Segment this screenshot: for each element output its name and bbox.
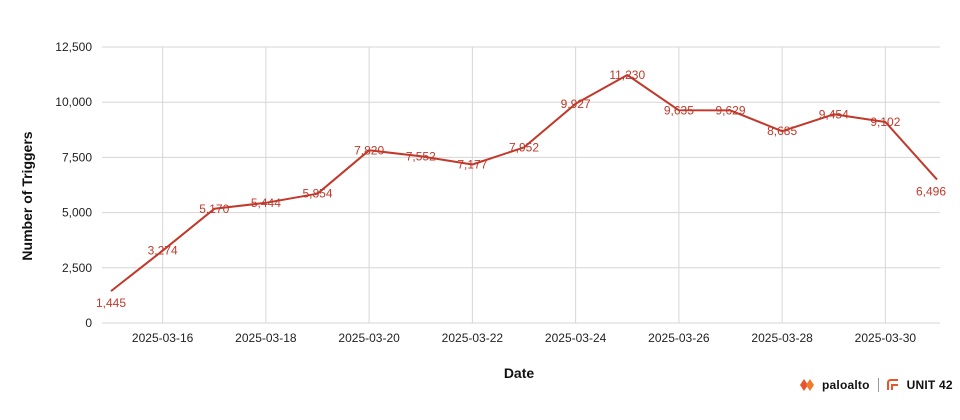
x-tick-label: 2025-03-30	[855, 331, 917, 345]
y-tick-label: 10,000	[55, 95, 92, 109]
paloalto-icon	[800, 379, 814, 391]
data-label: 9,927	[561, 97, 591, 111]
y-axis-title: Number of Triggers	[19, 131, 35, 260]
paloalto-wordmark: paloalto	[822, 378, 870, 392]
data-label: 11,230	[609, 68, 645, 82]
data-label: 5,854	[302, 187, 332, 201]
y-tick-labels: 0 2,500 5,000 7,500 10,000 12,500	[55, 40, 92, 330]
y-tick-label: 2,500	[62, 261, 92, 275]
x-tick-label: 2025-03-16	[132, 331, 194, 345]
unit42-wordmark: UNIT 42	[906, 378, 953, 392]
logo-divider	[877, 378, 879, 392]
data-label: 7,952	[509, 140, 539, 154]
data-label: 5,170	[199, 202, 229, 216]
y-tick-label: 7,500	[62, 150, 92, 164]
data-label: 7,820	[354, 143, 384, 157]
data-label: 8,685	[767, 124, 797, 138]
x-tick-label: 2025-03-22	[442, 331, 504, 345]
series-line	[110, 74, 938, 292]
y-gridlines	[102, 46, 940, 324]
x-tick-labels: 2025-03-16 2025-03-18 2025-03-20 2025-03-22…	[132, 331, 916, 345]
x-tick-label: 2025-03-28	[751, 331, 813, 345]
data-label: 5,444	[251, 196, 281, 210]
data-label: 7,177	[457, 158, 487, 172]
branding-logo: paloalto UNIT 42	[800, 377, 953, 393]
data-labels: 1,445 3,274 5,170 5,444 5,854 7,820 7,552 7,177…	[96, 68, 946, 310]
x-tick-label: 2025-03-24	[545, 331, 607, 345]
unit42-icon	[886, 379, 898, 390]
series-triggers	[110, 74, 938, 292]
x-tick-label: 2025-03-26	[648, 331, 710, 345]
data-label: 1,445	[96, 296, 126, 310]
data-label: 3,274	[148, 244, 178, 258]
y-tick-label: 12,500	[55, 40, 92, 54]
data-label: 6,496	[916, 185, 946, 199]
x-gridlines	[162, 47, 886, 323]
x-tick-label: 2025-03-20	[338, 331, 400, 345]
y-tick-label: 5,000	[62, 206, 92, 220]
x-tick-label: 2025-03-18	[235, 331, 297, 345]
y-tick-label: 0	[85, 316, 92, 330]
data-label: 9,629	[715, 103, 745, 117]
x-axis-title: Date	[504, 365, 535, 381]
data-label: 9,454	[819, 107, 849, 121]
data-label: 9,102	[870, 115, 900, 129]
data-label: 9,635	[664, 103, 694, 117]
data-label: 7,552	[406, 149, 436, 163]
